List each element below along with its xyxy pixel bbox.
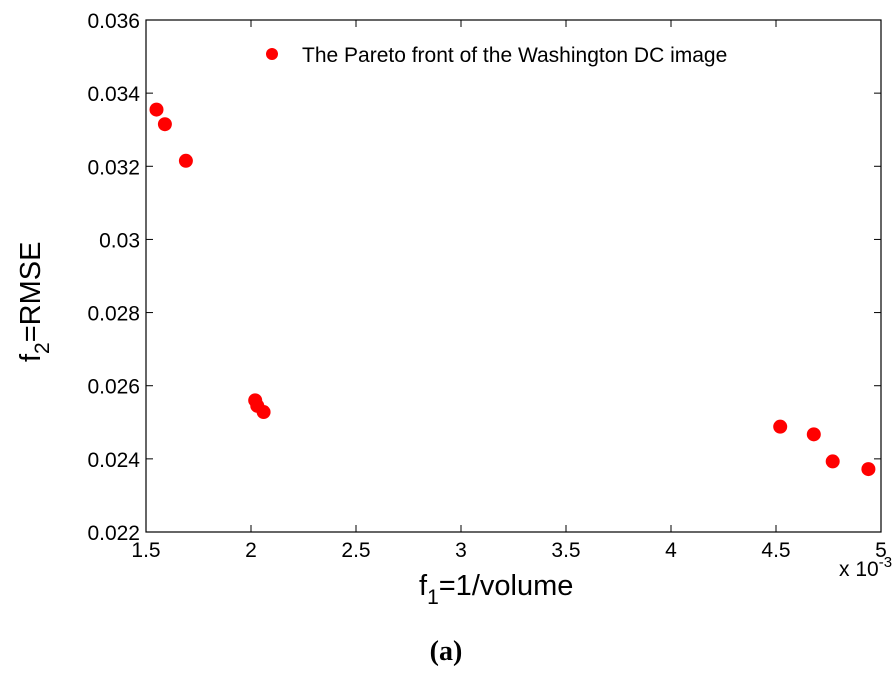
caption-open: ( <box>430 636 439 667</box>
y-tick-label: 0.026 <box>87 376 140 399</box>
data-point <box>157 117 172 132</box>
x-axis-label: f1=1/volume <box>419 570 573 609</box>
axis-ticks <box>145 19 882 533</box>
y-tick-label: 0.036 <box>87 10 140 33</box>
x-tick-label: 5 <box>875 539 887 562</box>
figure-caption: (a) <box>430 636 463 667</box>
x-tick-label: 3.5 <box>551 539 580 562</box>
y-tick-label: 0.028 <box>87 303 140 326</box>
legend-label: The Pareto front of the Washington DC im… <box>302 44 727 67</box>
caption-letter: a <box>439 636 453 667</box>
y-axis-label-base: f <box>15 353 47 362</box>
x-axis-multiplier-exponent: -3 <box>879 554 892 571</box>
data-point <box>806 427 821 442</box>
data-point <box>256 405 271 420</box>
data-point <box>178 153 193 168</box>
legend-marker <box>266 48 278 60</box>
caption-close: ) <box>453 636 462 667</box>
y-tick-label: 0.03 <box>99 229 140 252</box>
data-point <box>861 462 876 477</box>
x-tick-label: 2 <box>245 539 257 562</box>
data-point <box>773 419 788 434</box>
x-tick-label: 3 <box>455 539 467 562</box>
y-axis-label-subscript: 2 <box>31 342 54 354</box>
plot-area <box>145 19 882 533</box>
data-points <box>149 102 876 477</box>
y-axis-label-rest: =RMSE <box>15 242 47 343</box>
x-axis-label-rest: =1/volume <box>439 570 574 602</box>
y-tick-label: 0.034 <box>87 83 140 106</box>
data-point <box>825 454 840 469</box>
x-tick-label: 2.5 <box>341 539 370 562</box>
y-axis-label: f2=RMSE <box>15 242 54 362</box>
x-tick-label: 1.5 <box>131 539 160 562</box>
x-axis-multiplier-prefix: x 10 <box>839 558 879 581</box>
x-axis-label-base: f <box>419 570 428 602</box>
data-point <box>149 102 164 117</box>
x-axis-multiplier: x 10-3 <box>839 554 892 581</box>
x-tick-label: 4.5 <box>761 539 790 562</box>
y-tick-label: 0.022 <box>87 522 140 545</box>
y-tick-label: 0.032 <box>87 156 140 179</box>
y-tick-label: 0.024 <box>87 449 140 472</box>
axis-tick-labels: 1.5 2 2.5 3 3.5 4 4.5 5 0.022 0.024 0.026 0.028 0.03… <box>87 10 886 562</box>
legend: The Pareto front of the Washington DC im… <box>266 44 727 67</box>
x-axis-label-subscript: 1 <box>427 586 439 609</box>
x-tick-label: 4 <box>665 539 677 562</box>
